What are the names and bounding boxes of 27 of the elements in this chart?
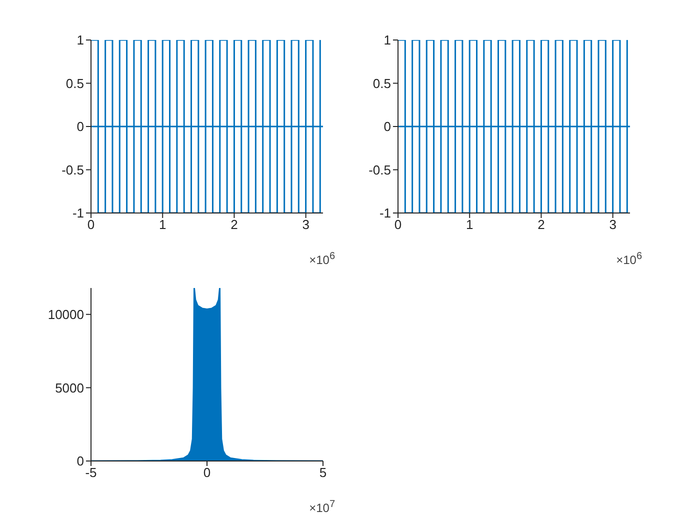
x-tick-label: 0 xyxy=(87,217,95,232)
y-tick-label: 1 xyxy=(384,32,391,48)
x-tick-label: 2 xyxy=(230,217,238,232)
x-tick-label: 1 xyxy=(158,217,166,232)
x-tick-label: 3 xyxy=(609,217,616,232)
x-tick-label: 3 xyxy=(302,217,310,232)
x-tick-label: -5 xyxy=(85,465,97,480)
x-tick-label: 0 xyxy=(394,217,402,232)
text: ×10$^{6}$ xyxy=(309,251,335,267)
x-tick-label: 0 xyxy=(203,465,211,480)
y-tick-label: -0.5 xyxy=(368,162,391,178)
y-tick-label: -1 xyxy=(72,206,84,221)
text: ×10$^{7}$ xyxy=(309,499,335,515)
y-tick-label: 0.5 xyxy=(372,76,391,91)
text: ×10$^{6}$ xyxy=(616,251,642,267)
y-tick-label: 1 xyxy=(76,32,84,48)
y-tick-label: 0.5 xyxy=(66,76,84,91)
x-tick-label: 2 xyxy=(538,217,545,232)
y-tick-label: -0.5 xyxy=(62,162,84,178)
y-tick-label: 0 xyxy=(76,454,84,469)
y-tick-label: -1 xyxy=(379,206,391,221)
y-tick-label: 10000 xyxy=(48,307,84,322)
x-tick-label: 1 xyxy=(466,217,474,232)
y-tick-label: 0 xyxy=(384,119,391,134)
x-tick-label: 5 xyxy=(319,465,327,480)
y-tick-label: 5000 xyxy=(55,380,84,396)
y-tick-label: 0 xyxy=(76,119,84,134)
